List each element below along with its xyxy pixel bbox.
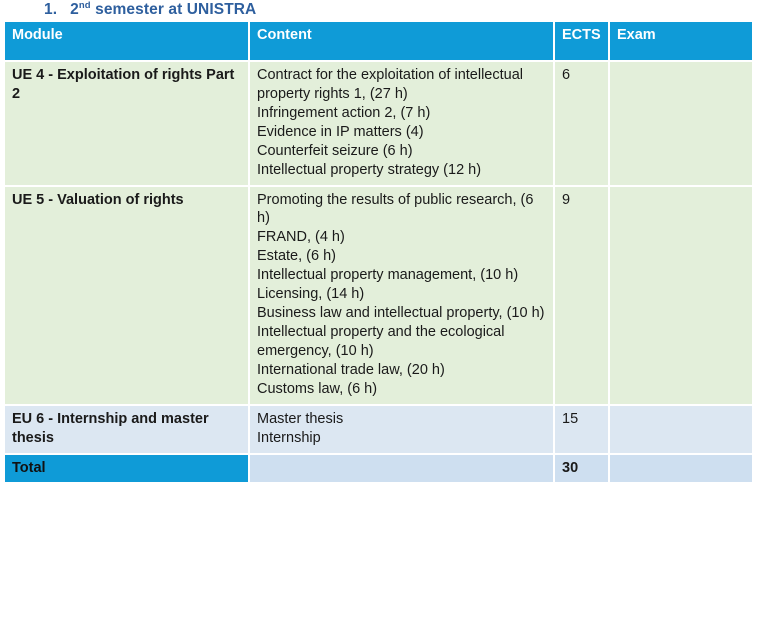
cell-ects: 9: [555, 186, 610, 406]
cell-module: UE 4 - Exploitation of rights Part 2: [5, 62, 250, 187]
content-line: Licensing, (14 h): [257, 286, 365, 303]
column-header-module: Module: [5, 22, 250, 62]
cell-module: Total: [5, 454, 250, 483]
cell-content: Contract for the exploitation of intelle…: [250, 62, 555, 187]
content-line: Intellectual property management, (10 h): [257, 267, 519, 284]
page-title: 1. 2nd semester at UNISTRA: [0, 0, 757, 22]
content-line: Contract for the exploitation of intelle…: [257, 67, 523, 102]
cell-exam: [610, 62, 752, 187]
cell-exam: [610, 186, 752, 406]
page-title-number: 1.: [44, 1, 58, 18]
column-header-ects: ECTS: [555, 22, 610, 62]
cell-module: EU 6 - Internship and master thesis: [5, 405, 250, 455]
content-line: Business law and intellectual property, …: [257, 305, 545, 322]
cell-ects: 15: [555, 405, 610, 455]
content-line: Master thesis: [257, 410, 344, 427]
cell-content: Promoting the results of public research…: [250, 186, 555, 406]
table-row: EU 6 - Internship and master thesis Maste…: [5, 405, 752, 455]
table-header: Module Content ECTS Exam: [5, 22, 752, 62]
cell-content: Master thesis Internship: [250, 405, 555, 455]
column-header-exam: Exam: [610, 22, 752, 62]
content-line: Promoting the results of public research…: [257, 191, 534, 227]
page-title-ordinal-base: 2: [70, 1, 79, 18]
cell-content: [250, 454, 555, 483]
table-body: UE 4 - Exploitation of rights Part 2 Cont…: [5, 62, 752, 483]
cell-exam: [610, 454, 752, 483]
page-title-ordinal-suffix: nd: [78, 0, 91, 11]
content-line: Infringement action 2, (7 h): [257, 104, 431, 121]
schedule-table-wrapper: Module Content ECTS Exam UE 4 - Exploita…: [0, 22, 757, 483]
cell-ects: 30: [555, 454, 610, 483]
content-line: Estate, (6 h): [257, 248, 336, 265]
content-line: FRAND, (4 h): [257, 229, 345, 246]
cell-module: UE 5 - Valuation of rights: [5, 186, 250, 406]
content-line: Counterfeit seizure (6 h): [257, 142, 413, 159]
page-title-text: 2nd semester at UNISTRA: [70, 1, 256, 19]
content-line: International trade law, (20 h): [257, 361, 445, 378]
semester-schedule-table: Module Content ECTS Exam UE 4 - Exploita…: [5, 22, 752, 483]
content-line: Evidence in IP matters (4): [257, 123, 424, 140]
table-row: Total 30: [5, 454, 752, 483]
content-line: Customs law, (6 h): [257, 380, 378, 397]
column-header-content: Content: [250, 22, 555, 62]
cell-exam: [610, 405, 752, 455]
page-title-rest: semester at UNISTRA: [90, 1, 257, 18]
table-row: UE 4 - Exploitation of rights Part 2 Cont…: [5, 62, 752, 187]
content-line: Intellectual property strategy (12 h): [257, 161, 482, 178]
content-line: Internship: [257, 429, 321, 446]
content-line: Intellectual property and the ecological…: [257, 323, 505, 359]
table-row: UE 5 - Valuation of rights Promoting the …: [5, 186, 752, 406]
table-header-row: Module Content ECTS Exam: [5, 22, 752, 62]
cell-ects: 6: [555, 62, 610, 187]
